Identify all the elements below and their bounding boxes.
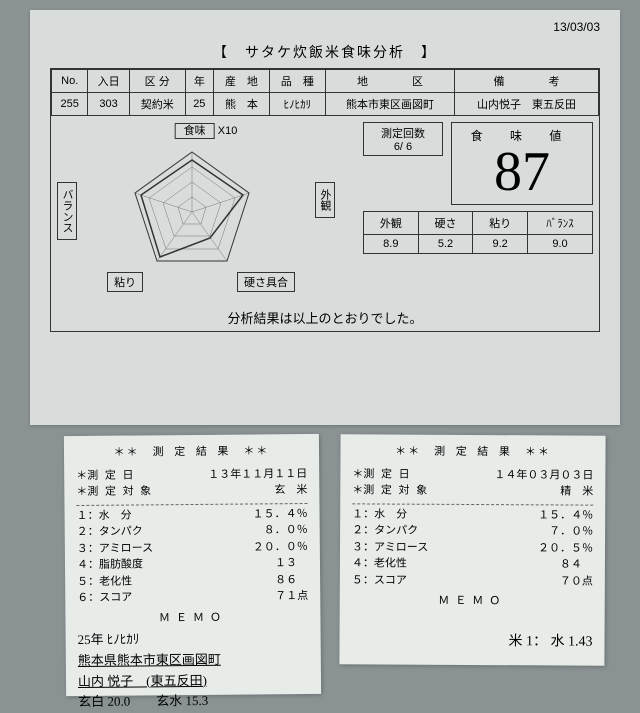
main-frame: No. 入日 区 分 年 産 地 品 種 地 区 備 考 255 303 契約米…	[50, 68, 600, 332]
receipt-right-title: ＊＊ 測 定 結 果 ＊＊	[352, 444, 593, 462]
right-column: 測定回数 6/ 6 食 味 値 87 外観 硬さ 粘り ﾊﾞﾗﾝｽ	[363, 122, 593, 292]
receipt-left: ＊＊ 測 定 結 果 ＊＊ ＊測 定 日１３年１１月１１日 ＊測 定 対 象玄 …	[64, 434, 321, 696]
sheet-title: 【 サタケ炊飯米食味分析 】	[50, 42, 600, 62]
analysis-sheet: 13/03/03 【 サタケ炊飯米食味分析 】 No. 入日 区 分 年 産 地…	[30, 10, 620, 425]
mid-section: 食味 X10 バランス 外観 粘り 硬さ具合	[51, 116, 599, 298]
receipt-right: ＊＊ 測 定 結 果 ＊＊ ＊測 定 日１４年０３月０３日 ＊測 定 対 象精 …	[339, 434, 605, 665]
score-box: 食 味 値 87	[451, 122, 593, 205]
receipt-left-title: ＊＊ 測 定 結 果 ＊＊	[76, 444, 307, 463]
measure-count-box: 測定回数 6/ 6	[363, 122, 443, 156]
header-row: No. 入日 区 分 年 産 地 品 種 地 区 備 考	[52, 70, 599, 93]
radar-label-appearance: 外観	[315, 182, 335, 218]
handwritten-left: 25年 ﾋﾉﾋｶﾘ 熊本県熊本市東区画図町 山内 悦子 (東五反田) 玄白 20…	[78, 628, 310, 713]
sub-score-table: 外観 硬さ 粘り ﾊﾞﾗﾝｽ 8.9 5.2 9.2 9.0	[363, 211, 593, 254]
measure-count-value: 6/ 6	[366, 141, 440, 153]
header-table: No. 入日 区 分 年 産 地 品 種 地 区 備 考 255 303 契約米…	[51, 69, 599, 116]
score-value: 87	[456, 144, 588, 200]
radar-svg	[57, 122, 317, 292]
result-line: 分析結果は以上のとおりでした。	[51, 298, 599, 331]
handwritten-right: 米 1： 水 1.43	[351, 630, 592, 652]
measure-count-label: 測定回数	[366, 125, 440, 141]
radar-chart: 食味 X10 バランス 外観 粘り 硬さ具合	[57, 122, 355, 292]
data-row: 255 303 契約米 25 熊 本 ﾋﾉﾋｶﾘ 熊本市東区画図町 山内悦子 東…	[52, 93, 599, 116]
sheet-date: 13/03/03	[50, 20, 600, 34]
